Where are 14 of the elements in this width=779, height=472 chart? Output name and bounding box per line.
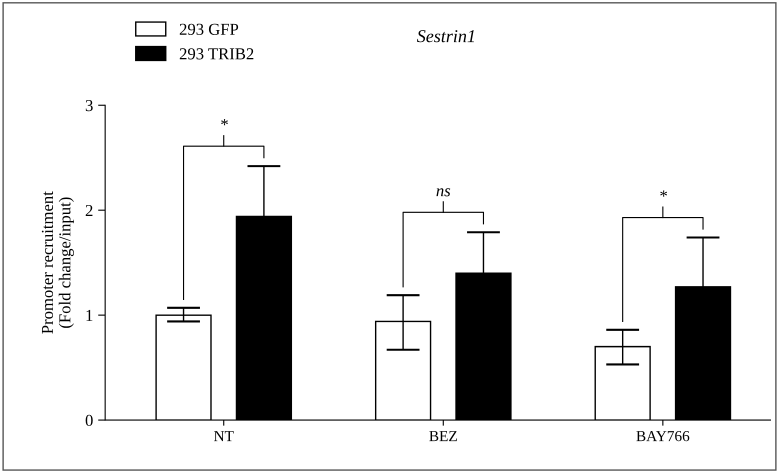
x-tick-label: BEZ <box>429 431 457 442</box>
annotation: ns <box>436 188 450 196</box>
x-tick-label: NT <box>214 431 234 442</box>
y-tick-label: 3 <box>86 100 93 112</box>
y-tick-label: 2 <box>86 204 92 216</box>
y-axis-title: Promoter recruitment (Fold change/input) <box>42 191 74 334</box>
legend-label: 293 TRIB2 <box>180 48 254 60</box>
annotation: * <box>660 190 668 197</box>
legend-label: 293 GFP <box>180 24 238 35</box>
y-tick-label: 1 <box>86 310 92 321</box>
annotation: * <box>221 119 228 126</box>
y-tick-label: 0 <box>86 414 93 426</box>
x-tick-label: BAY766 <box>636 430 690 442</box>
chart-title: Sestrin1 <box>416 30 474 42</box>
